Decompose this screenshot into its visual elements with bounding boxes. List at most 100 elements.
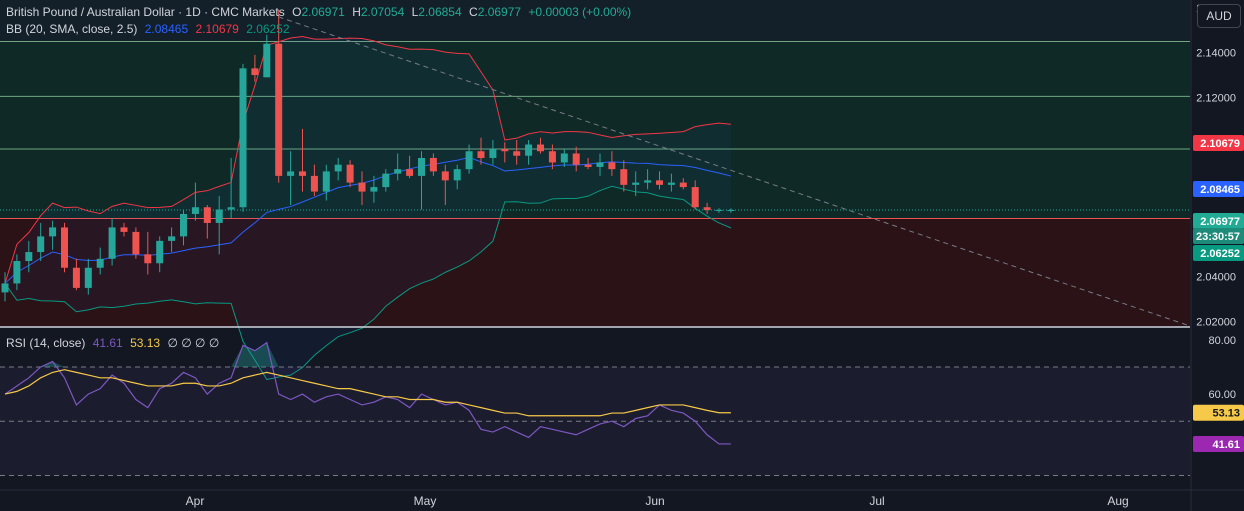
bb-legend[interactable]: BB (20, SMA, close, 2.5) 2.08465 2.10679… — [6, 21, 294, 37]
candle[interactable] — [84, 258, 92, 295]
candle[interactable] — [691, 180, 699, 210]
bb-upper-value: 2.10679 — [195, 22, 239, 36]
candle[interactable] — [203, 205, 211, 239]
price-tick-label: 2.04000 — [1196, 272, 1236, 284]
candle[interactable] — [251, 54, 259, 82]
candle[interactable] — [168, 227, 176, 253]
candle[interactable] — [358, 171, 366, 206]
candle[interactable] — [525, 140, 533, 165]
candle[interactable] — [322, 164, 330, 201]
candle[interactable] — [227, 157, 235, 219]
bb-lower-value: 2.06252 — [246, 22, 290, 36]
candle[interactable] — [108, 218, 116, 266]
candle[interactable] — [37, 222, 45, 262]
candle[interactable] — [394, 153, 402, 181]
candle[interactable] — [453, 164, 461, 190]
candle[interactable] — [429, 153, 437, 176]
candle[interactable] — [310, 164, 318, 197]
candle-body — [108, 227, 116, 259]
rsi-legend[interactable]: RSI (14, close) 41.61 53.13 ∅ ∅ ∅ ∅ — [6, 335, 223, 351]
candle-body — [453, 169, 461, 181]
candle[interactable] — [727, 208, 735, 213]
candle[interactable] — [715, 208, 723, 213]
zone-top — [0, 0, 1190, 42]
candle[interactable] — [501, 142, 509, 163]
candle[interactable] — [584, 157, 592, 170]
candle-body — [513, 151, 521, 156]
candle[interactable] — [477, 137, 485, 165]
bb-label: BB (20, SMA, close, 2.5) — [6, 22, 138, 36]
candle-body — [465, 151, 473, 170]
candle[interactable] — [191, 182, 199, 221]
candle-body — [61, 227, 68, 268]
symbol-legend[interactable]: British Pound / Australian Dollar · 1D ·… — [6, 4, 639, 20]
candle[interactable] — [120, 222, 128, 237]
candle[interactable] — [608, 151, 616, 176]
bb-fill — [5, 36, 731, 380]
candle[interactable] — [667, 173, 675, 192]
candle[interactable] — [96, 247, 104, 275]
candle[interactable] — [489, 140, 497, 165]
candle[interactable] — [418, 151, 425, 210]
candle[interactable] — [620, 160, 628, 192]
candle[interactable] — [180, 209, 187, 246]
candle-body — [72, 267, 80, 288]
candle[interactable] — [596, 153, 604, 176]
candle-body — [180, 213, 187, 237]
candle[interactable] — [299, 128, 306, 192]
candle-body — [406, 169, 414, 176]
candle[interactable] — [406, 155, 414, 179]
candle-body — [727, 210, 735, 212]
candle[interactable] — [132, 227, 140, 259]
rsi-pane — [0, 341, 1190, 476]
candle[interactable] — [465, 144, 473, 174]
candle[interactable] — [156, 236, 164, 273]
candle-body — [132, 231, 140, 255]
rsi-axis[interactable]: 80.00 60.00 53.13 41.61 — [1193, 335, 1244, 452]
candle[interactable] — [548, 144, 556, 170]
candle-body — [144, 254, 152, 264]
candle[interactable] — [370, 175, 378, 203]
candle[interactable] — [263, 34, 271, 78]
candle[interactable] — [72, 258, 80, 291]
candle[interactable] — [703, 202, 711, 214]
candle-body — [203, 207, 211, 223]
candle[interactable] — [275, 10, 283, 183]
low-value: 2.06854 — [418, 5, 462, 19]
candle[interactable] — [346, 160, 354, 188]
candle[interactable] — [49, 220, 57, 250]
time-tick-label: Jun — [645, 494, 664, 508]
candle-body — [596, 162, 604, 167]
candle[interactable] — [25, 240, 33, 273]
candle[interactable] — [632, 171, 640, 197]
candle[interactable] — [537, 137, 544, 154]
candle-body — [13, 261, 21, 284]
candle-body — [25, 252, 33, 262]
candle-body — [275, 43, 283, 176]
candle[interactable] — [144, 231, 152, 275]
candle-body — [525, 144, 533, 156]
candle[interactable] — [1, 272, 9, 302]
candle[interactable] — [656, 171, 663, 190]
candle[interactable] — [215, 196, 223, 255]
candle[interactable] — [334, 157, 342, 181]
candle[interactable] — [560, 148, 568, 167]
candle[interactable] — [287, 151, 295, 206]
candle[interactable] — [513, 140, 521, 165]
candle[interactable] — [441, 164, 449, 206]
candle[interactable] — [61, 222, 68, 273]
svg-text:2.06252: 2.06252 — [1200, 248, 1240, 260]
price-tag-countdown: 23:30:57 — [1193, 228, 1244, 244]
candle-body — [49, 227, 57, 237]
candle[interactable] — [644, 169, 652, 190]
candle[interactable] — [239, 63, 247, 212]
time-axis[interactable]: Apr May Jun Jul Aug — [186, 494, 1129, 508]
currency-button[interactable]: AUD — [1197, 4, 1241, 28]
candle[interactable] — [572, 146, 580, 172]
candle[interactable] — [679, 178, 687, 190]
price-axis[interactable]: 2.160002.140002.120002.100002.080002.060… — [1193, 3, 1244, 329]
candle[interactable] — [13, 254, 21, 291]
candle[interactable] — [382, 169, 390, 192]
candle-body — [477, 151, 485, 158]
